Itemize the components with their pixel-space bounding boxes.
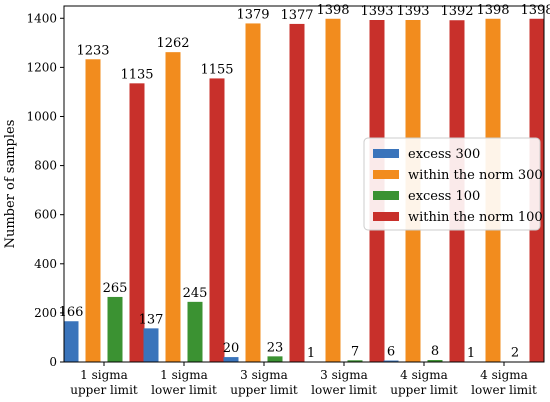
data-label: 20 bbox=[223, 341, 240, 356]
x-tick-label: 1 sigma upper limit bbox=[70, 368, 138, 397]
data-label: 245 bbox=[183, 286, 208, 301]
bar bbox=[267, 356, 283, 362]
data-label: 2 bbox=[511, 346, 519, 361]
bar bbox=[427, 360, 443, 362]
data-label: 1398 bbox=[476, 3, 509, 18]
x-tick-label-line: lower limit bbox=[311, 383, 377, 397]
y-tick-label: 1000 bbox=[26, 109, 57, 123]
data-label: 1392 bbox=[440, 4, 473, 19]
data-label: 1393 bbox=[396, 4, 429, 19]
x-tick-label: 4 sigma upper limit bbox=[390, 368, 458, 397]
data-label: 7 bbox=[351, 344, 359, 359]
x-tick-label-line: 1 sigma bbox=[160, 368, 208, 382]
data-label: 1379 bbox=[236, 7, 269, 22]
data-label: 1262 bbox=[156, 36, 189, 51]
data-label: 1 bbox=[467, 346, 475, 361]
legend-swatch bbox=[373, 191, 399, 200]
data-label: 8 bbox=[431, 344, 439, 359]
bar bbox=[129, 83, 145, 363]
bar bbox=[143, 328, 159, 362]
data-labels: 166 1233 265 1135 137 1262 245 1155 20 1379 23 1377… bbox=[59, 3, 550, 361]
x-tick-label-line: 3 sigma bbox=[240, 368, 288, 382]
x-tick-label: 1 sigma lower limit bbox=[151, 368, 217, 397]
y-tick-label: 1200 bbox=[26, 60, 57, 74]
legend-label: excess 300 bbox=[408, 147, 480, 162]
data-label: 137 bbox=[139, 312, 164, 327]
legend-swatch bbox=[373, 170, 399, 179]
plot-frame bbox=[63, 5, 545, 363]
bar bbox=[347, 360, 363, 362]
x-tick-label-line: lower limit bbox=[151, 383, 217, 397]
bar bbox=[245, 23, 261, 362]
legend-label: excess 100 bbox=[408, 189, 480, 204]
legend-label: within the norm 300 bbox=[408, 168, 543, 183]
data-label: 1393 bbox=[360, 4, 393, 19]
data-label: 1398 bbox=[316, 3, 349, 18]
y-tick-label: 800 bbox=[34, 159, 57, 173]
data-label: 1233 bbox=[76, 43, 109, 58]
data-label: 265 bbox=[103, 281, 128, 296]
data-label: 23 bbox=[267, 340, 284, 355]
bar bbox=[107, 296, 123, 362]
y-tick-label: 600 bbox=[34, 208, 57, 222]
bar bbox=[187, 301, 203, 362]
x-tick-label: 3 sigma lower limit bbox=[311, 368, 377, 397]
legend: excess 300 within the norm 300 excess 100 w… bbox=[363, 137, 543, 231]
bar bbox=[325, 18, 341, 362]
data-label: 166 bbox=[59, 305, 84, 320]
x-tick-label-line: 4 sigma bbox=[400, 368, 448, 382]
legend-swatch bbox=[373, 149, 399, 158]
data-label: 1 bbox=[307, 346, 315, 361]
x-tick-label-line: upper limit bbox=[70, 383, 138, 397]
x-tick-label-line: 3 sigma bbox=[320, 368, 368, 382]
x-tick-label: 3 sigma upper limit bbox=[230, 368, 298, 397]
x-tick-label: 4 sigma lower limit bbox=[471, 368, 537, 397]
data-label: 1135 bbox=[120, 67, 153, 82]
x-tick-label-line: upper limit bbox=[230, 383, 298, 397]
legend-swatch bbox=[373, 212, 399, 221]
legend-box bbox=[363, 137, 541, 231]
data-label: 1155 bbox=[200, 62, 233, 77]
y-tick-label: 1400 bbox=[26, 11, 57, 25]
bar bbox=[209, 78, 225, 363]
x-tick-label-line: lower limit bbox=[471, 383, 537, 397]
x-tick-label-line: 1 sigma bbox=[80, 368, 128, 382]
y-tick-label: 400 bbox=[34, 257, 57, 271]
bar bbox=[383, 360, 399, 362]
legend-label: within the norm 100 bbox=[408, 210, 543, 225]
y-axis-label: Number of samples bbox=[3, 120, 18, 249]
y-tick-label: 200 bbox=[34, 306, 57, 320]
data-label: 1377 bbox=[280, 8, 313, 23]
bar bbox=[63, 321, 79, 362]
data-label: 6 bbox=[387, 345, 395, 360]
x-tick-label-line: 4 sigma bbox=[480, 368, 528, 382]
data-label: 1398 bbox=[520, 3, 550, 18]
bar bbox=[223, 357, 239, 362]
x-tick-label-line: upper limit bbox=[390, 383, 458, 397]
bar bbox=[289, 23, 305, 362]
y-tick-label: 0 bbox=[49, 355, 57, 369]
bar bbox=[165, 52, 181, 363]
y-axis: 0 200 400 600 800 1000 1200 1400 bbox=[26, 11, 64, 369]
bar bbox=[85, 59, 101, 362]
